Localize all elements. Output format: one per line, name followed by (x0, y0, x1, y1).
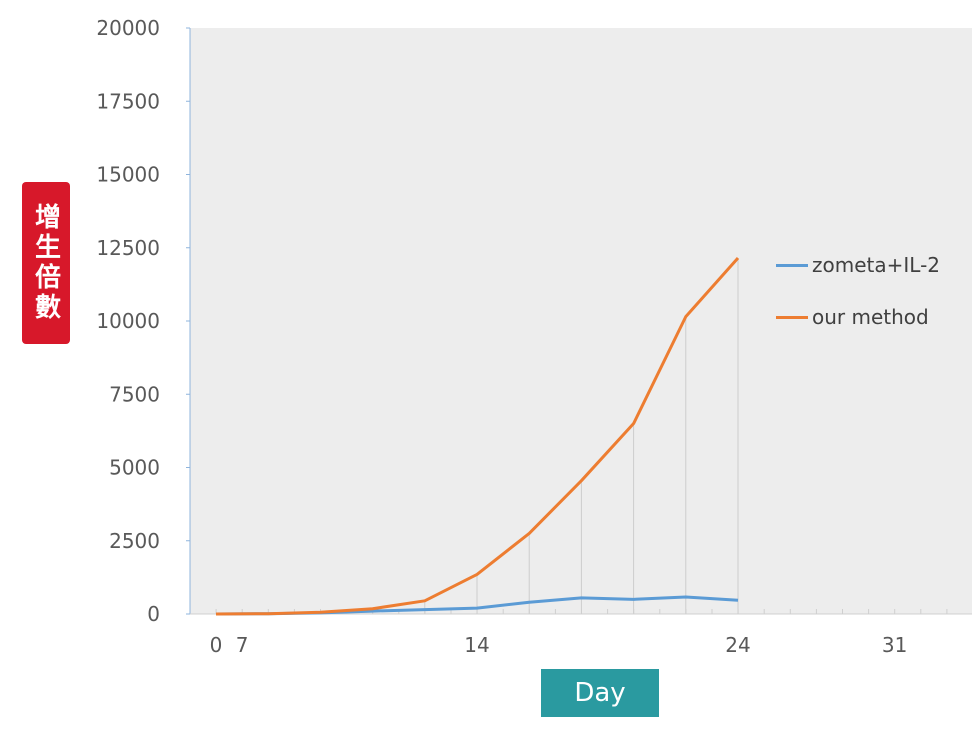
x-axis-label-box: Day (541, 669, 659, 717)
legend-item-our-method: our method (776, 302, 940, 332)
legend-swatch-zometa (776, 263, 808, 267)
y-tick-label: 10000 (96, 309, 160, 333)
y-tick-label: 7500 (109, 382, 160, 406)
x-tick-label: 14 (464, 633, 489, 657)
x-tick-label: 0 (210, 633, 223, 657)
legend-item-zometa: zometa+IL-2 (776, 250, 940, 280)
y-tick-label: 12500 (96, 236, 160, 260)
x-tick-label: 7 (236, 633, 249, 657)
x-tick-label: 24 (725, 633, 750, 657)
legend-label-zometa: zometa+IL-2 (812, 253, 941, 277)
legend: zometa+IL-2 our method (776, 250, 940, 354)
y-axis-label: 增生倍數 (30, 203, 61, 323)
x-tick-label: 31 (882, 633, 907, 657)
series-line-our-method (215, 257, 740, 616)
y-tick-label: 15000 (96, 163, 160, 187)
legend-label-our-method: our method (812, 305, 929, 329)
y-tick-label: 5000 (109, 456, 160, 480)
y-tick-label: 0 (147, 602, 160, 626)
x-axis-label: Day (574, 678, 626, 708)
y-axis-label-box: 增生倍數 (22, 182, 70, 344)
y-tick-label: 17500 (96, 89, 160, 113)
y-tick-label: 20000 (96, 16, 160, 40)
y-tick-label: 2500 (109, 529, 160, 553)
legend-swatch-our-method (776, 315, 808, 319)
